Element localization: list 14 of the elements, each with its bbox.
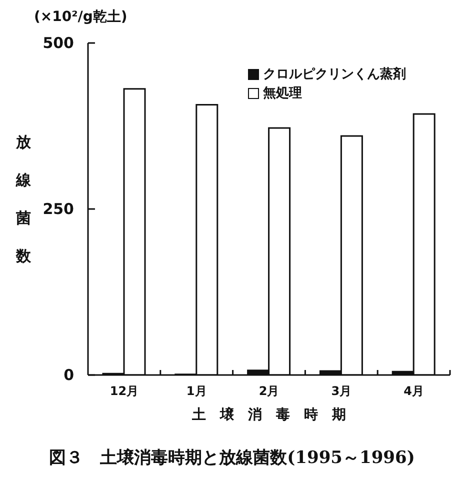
legend-label: クロルピクリンくん蒸剤 — [263, 66, 406, 84]
x-tick-label: 12月 — [110, 384, 139, 398]
text: (×10²/g乾土) — [34, 8, 128, 26]
x-tick-label: 4月 — [404, 384, 424, 398]
y-tick-label: 0 — [64, 366, 74, 384]
y-tick-label: 500 — [42, 34, 74, 52]
x-tick-label: 3月 — [331, 384, 352, 398]
y-axis-title: 放線菌数 — [15, 122, 33, 274]
legend-label: 無処理 — [263, 85, 302, 103]
x-tick-label: 1月 — [186, 384, 207, 398]
text: 図３ 土壌消毒時期と放線菌数(1995～1996) — [48, 447, 416, 469]
x-axis-title: 土壌消毒時期 — [192, 407, 360, 423]
x-tick-label: 2月 — [258, 384, 280, 398]
y-tick-label: 250 — [42, 200, 74, 218]
